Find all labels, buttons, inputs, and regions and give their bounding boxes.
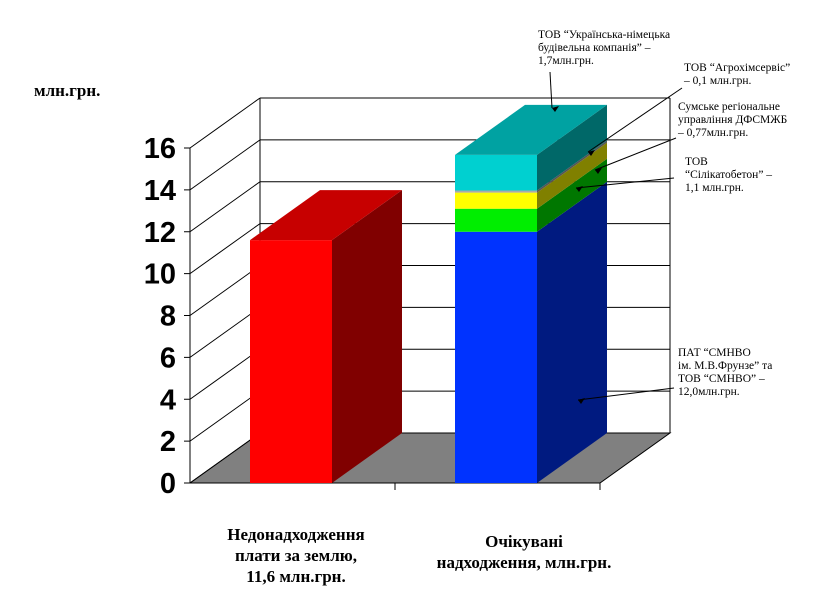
y-axis-ticks: 0 2 4 6 8 10 12 14 16 (144, 133, 176, 500)
bar-segment (455, 158, 607, 232)
annotation-arrowhead (588, 150, 595, 156)
annotation-text: 1,7млн.грн. (538, 55, 594, 67)
annotation-leader (575, 177, 675, 189)
annotation-arrowhead (552, 106, 559, 112)
y-tick-label: 16 (144, 133, 176, 165)
bar-segment-side (537, 158, 607, 232)
annotation-arrowhead (576, 186, 583, 192)
bar-segment-front (455, 231, 537, 483)
annotation-text: Сумське регіональне (678, 101, 780, 113)
annotation-text: “Сілікатобетон” – (685, 169, 772, 181)
bar-segment (455, 104, 607, 191)
y-tick-label: 2 (160, 426, 176, 458)
y-tick-label: 12 (144, 217, 176, 249)
bars (250, 104, 607, 483)
bar-segment-side (332, 190, 402, 483)
bar-segment-front (455, 154, 537, 191)
y-tick-label: 4 (160, 384, 176, 416)
segment-annotation: ТОВ “Агрохімсервіс”– 0,1 млн.грн. (587, 62, 790, 156)
bar-segment-front (455, 208, 537, 232)
bar-segment-front (455, 190, 537, 193)
y-tick-label: 14 (144, 175, 176, 207)
annotation-text: 1,1 млн.грн. (685, 182, 744, 194)
annotation-text: ТОВ “Агрохімсервіс” (684, 62, 790, 74)
annotation-arrowhead (595, 168, 602, 174)
bar-segment-front (455, 192, 537, 209)
bar-segment-front (250, 240, 332, 483)
side-gridline (189, 348, 261, 400)
annotation-text: управління ДФСМЖБ (678, 114, 787, 126)
annotation-leader (594, 137, 677, 171)
category-labels: Недонадходження плати за землю, 11,6 млн.г… (227, 525, 611, 586)
side-gridline (189, 390, 261, 442)
bar-segment-side (537, 104, 607, 191)
side-gridline (189, 181, 261, 233)
segment-annotation: ТОВ“Сілікатобетон” –1,1 млн.грн. (575, 156, 772, 194)
bar-segment (250, 190, 402, 483)
y-tick-label: 10 (144, 259, 176, 291)
annotation-arrowhead (578, 398, 585, 404)
y-tick-label: 8 (160, 301, 176, 333)
category-label: плати за землю, (235, 546, 357, 565)
annotation-text: – 0,77млн.грн. (677, 127, 748, 139)
category-label: Очікувані (485, 532, 563, 551)
annotation-text: ПАТ “СМНВО (678, 347, 751, 359)
annotation-text: 12,0млн.грн. (678, 386, 740, 398)
bar-top (455, 104, 607, 155)
annotation-text: будівельна компанія” – (538, 42, 651, 54)
category-label: Недонадходження (227, 525, 364, 544)
annotation-text: ТОВ “Українська-німецька (538, 29, 670, 41)
side-gridline (189, 265, 261, 316)
bar-segment (455, 142, 607, 209)
side-gridline (189, 223, 261, 275)
y-axis-unit-label: млн.грн. (34, 81, 100, 100)
y-tick-label: 6 (160, 342, 176, 374)
category-label: 11,6 млн.грн. (246, 567, 345, 586)
annotation-leader (587, 87, 683, 153)
side-gridline (189, 306, 261, 358)
bar-segment (455, 181, 607, 483)
annotation-text: ТОВ (685, 156, 708, 168)
bar-top (250, 190, 402, 241)
bar-segment-side (537, 181, 607, 483)
annotation-leader (549, 71, 553, 109)
annotation-text: – 0,1 млн.грн. (683, 75, 752, 87)
annotation-text: ТОВ “СМНВО” – (678, 373, 765, 385)
side-gridline (189, 432, 261, 484)
side-gridline (189, 97, 261, 149)
annotation-leader (577, 387, 675, 401)
y-tick-label: 0 (160, 468, 176, 500)
annotation-text: ім. М.В.Фрунзе” та (678, 360, 772, 372)
side-gridline (189, 139, 261, 191)
category-label: надходження, млн.грн. (437, 553, 612, 572)
bar-segment-side (537, 142, 607, 209)
